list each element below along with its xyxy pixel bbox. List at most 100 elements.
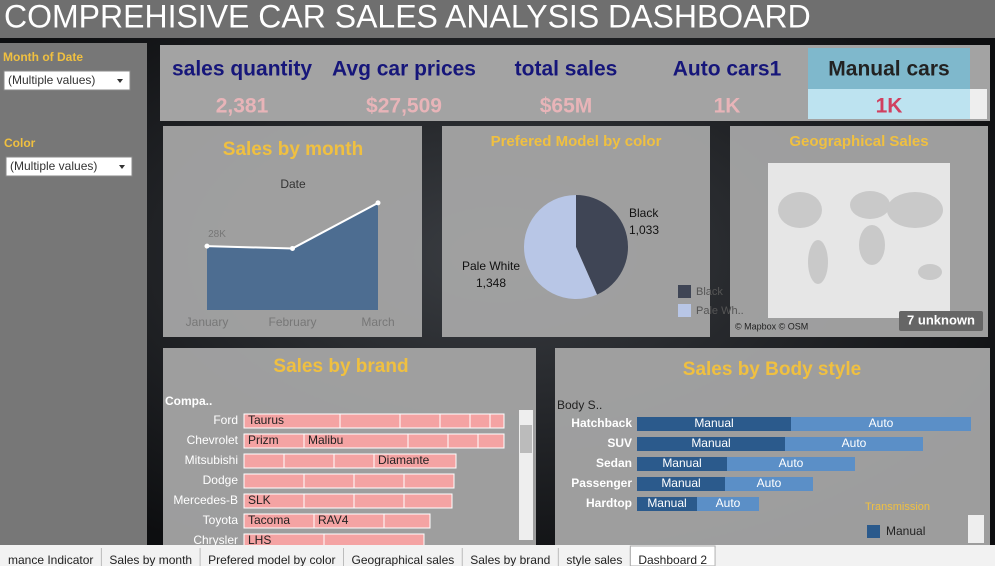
segment-label: Auto xyxy=(842,436,867,450)
bar-segment xyxy=(469,413,491,429)
dashboard-title: COMPREHISIVE CAR SALES ANALYSIS DASHBOAR… xyxy=(4,0,811,34)
filter-label: Color xyxy=(4,136,36,150)
kpi-value: 1K xyxy=(876,95,903,118)
bar-segment xyxy=(283,453,335,469)
slice-label: Pale White xyxy=(462,259,520,273)
bar-segment xyxy=(303,493,355,509)
bar-segment xyxy=(791,417,971,431)
segment-label: Prizm xyxy=(248,433,279,447)
segment-label: LHS xyxy=(248,533,271,547)
tab[interactable]: Prefered model by color xyxy=(208,553,335,566)
tab-bar xyxy=(0,545,995,566)
segment-label: Taurus xyxy=(248,413,284,427)
y-tick-label: Mitsubishi xyxy=(185,453,238,467)
segment-label: Manual xyxy=(691,436,730,450)
y-tick-label: Dodge xyxy=(203,473,239,487)
bar-segment xyxy=(637,477,725,491)
chart-title: Sales by month xyxy=(223,139,363,160)
y-tick-label: Chrysler xyxy=(193,533,238,547)
kpi-label: Avg car prices xyxy=(332,58,476,81)
legend-swatch xyxy=(867,525,880,538)
dropdown-arrow xyxy=(117,79,123,83)
badge-box xyxy=(899,311,983,331)
kpi-scroll[interactable] xyxy=(970,89,987,119)
point xyxy=(290,245,295,251)
segment-label: Auto xyxy=(757,476,782,490)
bar-segment xyxy=(373,453,457,469)
bar-segment xyxy=(303,473,355,489)
bar-segment xyxy=(785,437,923,451)
bar-segment xyxy=(725,477,813,491)
attribution: © Mapbox © OSM xyxy=(735,321,808,331)
bar-segment xyxy=(727,457,855,471)
filter-dropdown[interactable] xyxy=(5,156,133,177)
segment-label: Manual xyxy=(662,456,701,470)
slice-value: 1,033 xyxy=(629,223,659,237)
segment-label: Auto xyxy=(716,496,741,510)
brand-scroll-thumb[interactable] xyxy=(520,425,532,453)
bar-segment xyxy=(333,453,375,469)
segment-label: Manual xyxy=(647,496,686,510)
tab[interactable]: mance Indicator xyxy=(8,553,93,566)
legend-scroll[interactable] xyxy=(968,515,984,543)
filter-dropdown[interactable] xyxy=(3,70,131,91)
bar-segment xyxy=(339,413,401,429)
kpi-label: Manual cars xyxy=(828,58,949,81)
tab[interactable]: Dashboard 2 xyxy=(638,553,707,566)
bar-segment xyxy=(383,513,431,529)
pie-slice xyxy=(576,195,629,295)
legend-swatch xyxy=(678,304,691,317)
tab[interactable]: Geographical sales xyxy=(352,553,455,566)
segment-label: Tacoma xyxy=(248,513,290,527)
filter-value: (Multiple values) xyxy=(8,73,95,87)
point xyxy=(375,200,381,206)
y-tick-label: Mercedes-B xyxy=(173,493,238,507)
y-tick-label: Sedan xyxy=(596,456,632,470)
kpi-value: $65M xyxy=(540,95,593,118)
bar-segment xyxy=(637,457,727,471)
y-tick-label: Passenger xyxy=(571,476,632,490)
y-tick-label: Toyota xyxy=(203,513,239,527)
bar-segment xyxy=(489,413,505,429)
chart-title: Prefered Model by color xyxy=(491,133,662,150)
map-base xyxy=(768,163,950,318)
title-bar xyxy=(0,0,995,38)
column-header: Compa.. xyxy=(165,394,212,408)
bar-segment xyxy=(697,497,759,511)
slice-value: 1,348 xyxy=(476,276,506,290)
segment-label: Diamante xyxy=(378,453,430,467)
tab[interactable]: Sales by brand xyxy=(470,553,550,566)
bar-segment xyxy=(243,453,285,469)
slice-label: Black xyxy=(629,206,659,220)
segment-label: Manual xyxy=(661,476,700,490)
tab[interactable]: Sales by month xyxy=(109,553,192,566)
legend-swatch xyxy=(678,285,691,298)
tab[interactable]: style sales xyxy=(566,553,622,566)
bar-segment xyxy=(637,437,785,451)
filter-value: (Multiple values) xyxy=(10,159,97,173)
segment-label: Auto xyxy=(779,456,804,470)
bar-segment xyxy=(353,473,405,489)
segment-label: RAV4 xyxy=(318,513,349,527)
bar-segment xyxy=(407,433,449,449)
area xyxy=(207,202,378,310)
segment-label: Auto xyxy=(869,416,894,430)
y-tick-label: Hardtop xyxy=(586,496,632,510)
badge[interactable]: 7 unknown xyxy=(907,312,975,327)
x-tick-label: February xyxy=(268,315,316,329)
kpi-label: Auto cars1 xyxy=(673,58,782,81)
bar-segment xyxy=(439,413,471,429)
bar-segment xyxy=(403,473,455,489)
point xyxy=(204,243,210,249)
y-tick-label: Chevrolet xyxy=(187,433,239,447)
segment-label: Manual xyxy=(694,416,733,430)
kpi-label: sales quantity xyxy=(172,58,312,81)
legend-label: Manual xyxy=(886,524,925,538)
bar-segment xyxy=(477,433,505,449)
data-label: 28K xyxy=(208,229,226,240)
segment-label: Malibu xyxy=(308,433,343,447)
chart-title: Geographical Sales xyxy=(789,133,928,150)
kpi-highlight xyxy=(808,48,970,89)
kpi-highlight-value xyxy=(808,89,970,119)
